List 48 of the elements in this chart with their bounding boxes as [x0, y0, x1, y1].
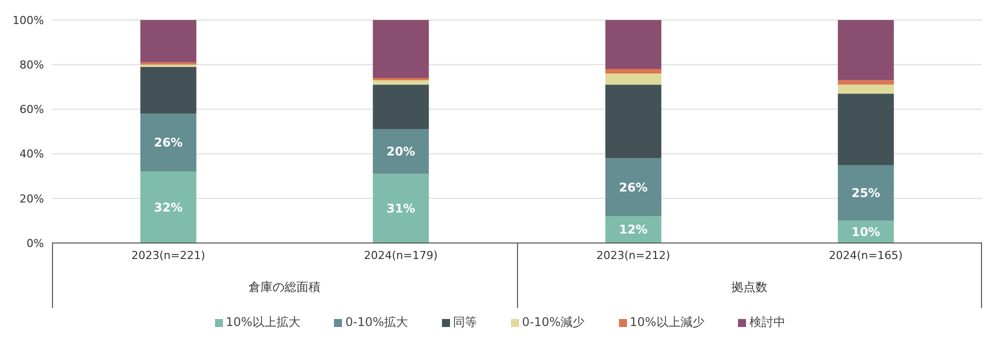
bar — [838, 94, 894, 165]
bar — [605, 74, 662, 85]
x-tick-label: 2024(n=179) — [364, 248, 438, 262]
bar — [372, 78, 429, 80]
text: 倉庫の総面積 — [248, 279, 322, 296]
data-label: 32% — [154, 200, 183, 214]
bar — [372, 129, 429, 174]
data-label: 12% — [618, 222, 648, 237]
y-tick-label: 60% — [20, 103, 44, 116]
legend-label: 同等 — [453, 314, 477, 331]
data-label: 10% — [851, 224, 880, 239]
x-tick-label: 2023(n=212) — [596, 248, 670, 262]
bar — [372, 80, 429, 85]
bar — [605, 158, 662, 216]
data-label: 26% — [154, 136, 183, 150]
bar — [372, 84, 429, 130]
y-tick-label: 40% — [20, 148, 44, 161]
y-tick-label: 100% — [12, 14, 44, 27]
legend-label: 10%以上拡大 — [226, 314, 300, 331]
bar — [838, 80, 894, 85]
bar — [605, 69, 662, 74]
data-label: 25% — [851, 186, 880, 200]
bar — [140, 114, 196, 172]
y-tick-label: 20% — [20, 192, 44, 206]
bar — [140, 66, 196, 114]
bar — [140, 62, 196, 65]
data-label: 31% — [386, 201, 416, 216]
bar — [140, 172, 196, 243]
legend-label: 検討中 — [749, 314, 786, 331]
legend-label: 10%以上減少 — [630, 314, 704, 331]
x-tick-label: 2023(n=221) — [131, 248, 206, 262]
bar — [140, 20, 196, 62]
data-label: 20% — [386, 144, 416, 159]
bar — [372, 174, 429, 243]
bar — [605, 20, 662, 70]
data-label: 26% — [618, 180, 648, 194]
bar — [605, 84, 662, 158]
legend-label: 0-10%拡大 — [345, 314, 408, 331]
bar — [605, 216, 662, 243]
bar — [838, 20, 894, 80]
bar — [372, 20, 429, 78]
bar — [838, 84, 894, 94]
legend-label: 0-10%減少 — [522, 314, 585, 331]
bar — [838, 164, 894, 221]
y-tick-label: 0% — [26, 236, 44, 250]
x-tick-label: 2024(n=165) — [828, 248, 903, 262]
text: 拠点数 — [730, 279, 768, 296]
y-tick-label: 80% — [20, 58, 44, 72]
